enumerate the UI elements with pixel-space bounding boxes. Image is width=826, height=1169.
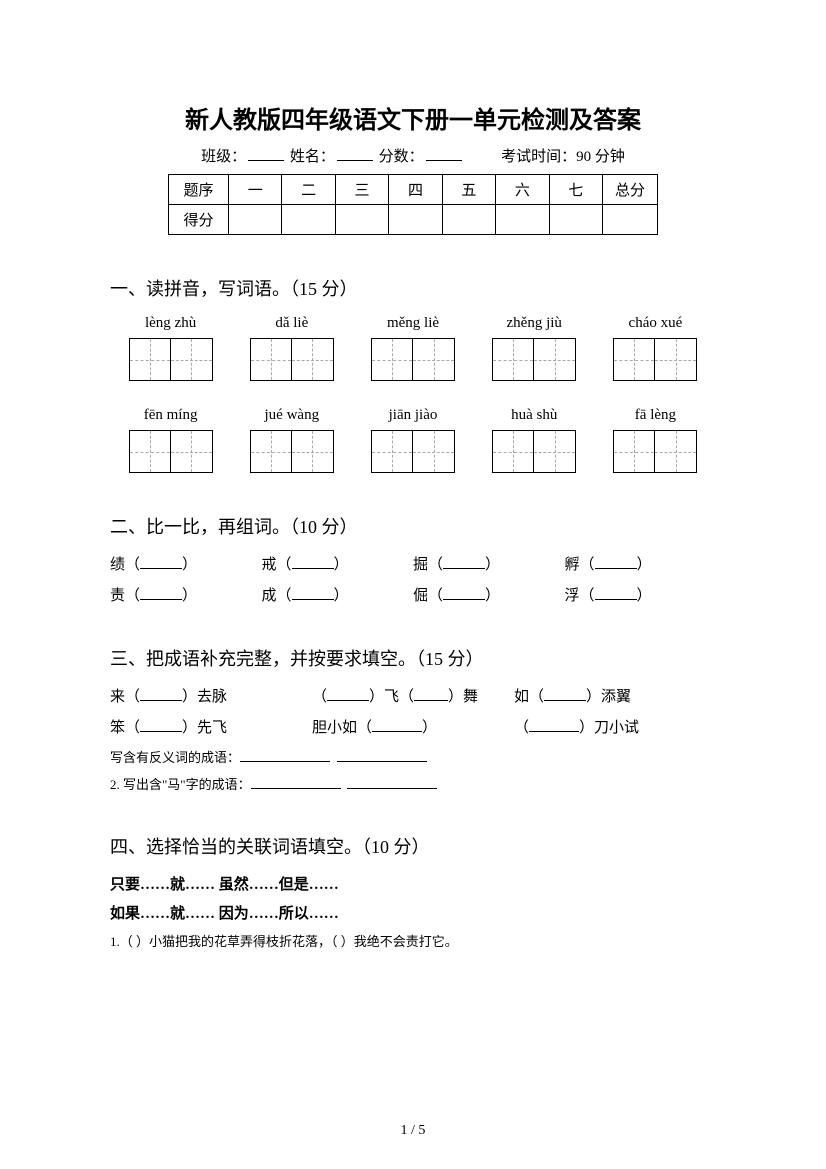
table-cell[interactable]	[229, 205, 282, 235]
class-label: 班级：	[201, 149, 246, 165]
name-blank[interactable]	[337, 160, 373, 161]
idiom-line: 来（）去脉 （）飞（）舞 如（）添翼	[110, 685, 716, 706]
pinyin-label: zhěng jiù	[474, 315, 595, 332]
pinyin-label: měng liè	[352, 315, 473, 332]
char-box[interactable]	[613, 430, 697, 473]
idiom-note: 写含有反义词的成语：	[110, 747, 716, 766]
pinyin-item: jiān jiào	[352, 407, 473, 477]
compare-item: 倔（）	[413, 584, 565, 605]
pinyin-label: fā lèng	[595, 407, 716, 424]
pinyin-label: jiān jiào	[352, 407, 473, 424]
table-cell[interactable]	[335, 205, 388, 235]
table-cell[interactable]	[496, 205, 549, 235]
idiom-item: 如（）添翼	[514, 685, 716, 706]
pinyin-label: huà shù	[474, 407, 595, 424]
conj-options: 如果……就…… 因为……所以……	[110, 902, 716, 923]
pinyin-label: fēn míng	[110, 407, 231, 424]
compare-row: 责（） 成（） 倔（） 浮（）	[110, 584, 716, 605]
table-cell: 题序	[169, 175, 229, 205]
pinyin-item: dǎ liè	[231, 315, 352, 385]
idiom-item: （）飞（）舞	[312, 685, 514, 706]
compare-item: 浮（）	[565, 584, 717, 605]
section-1: 一、读拼音，写词语。（15 分） lèng zhù dǎ liè měng li…	[110, 275, 716, 477]
table-cell: 五	[442, 175, 495, 205]
conj-question: 1.（ ）小猫把我的花草弄得枝折花落，（ ）我绝不会责打它。	[110, 931, 716, 950]
pinyin-label: jué wàng	[231, 407, 352, 424]
char-box[interactable]	[250, 430, 334, 473]
info-line: 班级： 姓名： 分数： 考试时间：90 分钟	[110, 145, 716, 166]
table-cell: 四	[389, 175, 442, 205]
pinyin-item: cháo xué	[595, 315, 716, 385]
idiom-item: （）刀小试	[514, 716, 716, 737]
compare-item: 掘（）	[413, 553, 565, 574]
table-cell[interactable]	[442, 205, 495, 235]
compare-item: 绩（）	[110, 553, 262, 574]
score-table: 题序 一 二 三 四 五 六 七 总分 得分	[168, 174, 658, 235]
table-cell[interactable]	[549, 205, 602, 235]
section-2: 二、比一比，再组词。（10 分） 绩（） 戒（） 掘（） 孵（） 责（） 成（）…	[110, 513, 716, 605]
idiom-line: 笨（）先飞 胆小如（） （）刀小试	[110, 716, 716, 737]
pinyin-item: huà shù	[474, 407, 595, 477]
char-box[interactable]	[371, 430, 455, 473]
score-blank[interactable]	[426, 160, 462, 161]
table-cell: 二	[282, 175, 335, 205]
table-cell: 三	[335, 175, 388, 205]
table-row: 题序 一 二 三 四 五 六 七 总分	[169, 175, 658, 205]
pinyin-row: lèng zhù dǎ liè měng liè zhěng jiù cháo …	[110, 315, 716, 385]
pinyin-row: fēn míng jué wàng jiān jiào huà shù fā l…	[110, 407, 716, 477]
score-label: 分数：	[379, 149, 424, 165]
pinyin-item: lèng zhù	[110, 315, 231, 385]
char-box[interactable]	[129, 338, 213, 381]
char-box[interactable]	[492, 338, 576, 381]
page-footer: 1 / 5	[0, 1123, 826, 1139]
compare-item: 责（）	[110, 584, 262, 605]
pinyin-label: cháo xué	[595, 315, 716, 332]
char-box[interactable]	[250, 338, 334, 381]
table-cell[interactable]	[282, 205, 335, 235]
table-cell: 七	[549, 175, 602, 205]
pinyin-label: dǎ liè	[231, 315, 352, 332]
char-box[interactable]	[371, 338, 455, 381]
section-heading: 三、把成语补充完整，并按要求填空。（15 分）	[110, 645, 716, 671]
idiom-item: 笨（）先飞	[110, 716, 312, 737]
char-box[interactable]	[492, 430, 576, 473]
section-heading: 四、选择恰当的关联词语填空。（10 分）	[110, 833, 716, 859]
char-box[interactable]	[129, 430, 213, 473]
pinyin-item: měng liè	[352, 315, 473, 385]
time-label: 考试时间：90 分钟	[501, 149, 625, 165]
pinyin-label: lèng zhù	[110, 315, 231, 332]
section-3: 三、把成语补充完整，并按要求填空。（15 分） 来（）去脉 （）飞（）舞 如（）…	[110, 645, 716, 793]
compare-row: 绩（） 戒（） 掘（） 孵（）	[110, 553, 716, 574]
compare-item: 戒（）	[262, 553, 414, 574]
pinyin-item: jué wàng	[231, 407, 352, 477]
compare-item: 孵（）	[565, 553, 717, 574]
idiom-item: 胆小如（）	[312, 716, 514, 737]
char-box[interactable]	[613, 338, 697, 381]
pinyin-item: fā lèng	[595, 407, 716, 477]
idiom-note: 2. 写出含"马"字的成语：	[110, 774, 716, 793]
section-4: 四、选择恰当的关联词语填空。（10 分） 只要……就…… 虽然……但是…… 如果…	[110, 833, 716, 950]
section-heading: 二、比一比，再组词。（10 分）	[110, 513, 716, 539]
table-cell: 总分	[603, 175, 658, 205]
name-label: 姓名：	[290, 149, 335, 165]
pinyin-item: zhěng jiù	[474, 315, 595, 385]
idiom-item: 来（）去脉	[110, 685, 312, 706]
table-cell: 六	[496, 175, 549, 205]
conj-options: 只要……就…… 虽然……但是……	[110, 873, 716, 894]
table-cell[interactable]	[389, 205, 442, 235]
compare-item: 成（）	[262, 584, 414, 605]
page-title: 新人教版四年级语文下册一单元检测及答案	[110, 100, 716, 135]
table-cell: 一	[229, 175, 282, 205]
table-cell[interactable]	[603, 205, 658, 235]
section-heading: 一、读拼音，写词语。（15 分）	[110, 275, 716, 301]
pinyin-item: fēn míng	[110, 407, 231, 477]
table-row: 得分	[169, 205, 658, 235]
class-blank[interactable]	[248, 160, 284, 161]
table-cell: 得分	[169, 205, 229, 235]
